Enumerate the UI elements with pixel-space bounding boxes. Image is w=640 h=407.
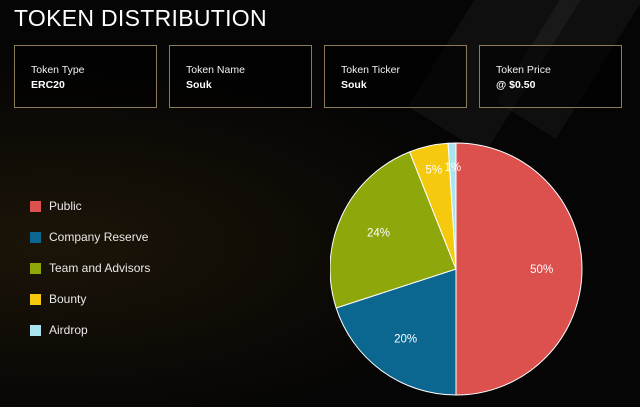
legend-label: Company Reserve xyxy=(49,230,149,244)
token-name-label: Token Name xyxy=(186,64,245,76)
legend-label: Team and Advisors xyxy=(49,261,151,275)
token-name-value: Souk xyxy=(186,79,212,91)
pie-label-team-and-advisors: 24% xyxy=(367,228,390,240)
token-distribution-pie-chart: 50% 20% 24% 5% 1% xyxy=(330,142,583,396)
pie-label-airdrop: 1% xyxy=(444,162,461,174)
token-name-card: Token Name Souk xyxy=(169,45,312,108)
pie-label-company-reserve: 20% xyxy=(394,333,417,345)
token-price-card: Token Price @ $0.50 xyxy=(479,45,622,108)
token-price-value: @ $0.50 xyxy=(496,79,536,91)
pie-slice-team-and-advisors xyxy=(330,151,457,309)
legend-swatch xyxy=(30,325,41,336)
token-ticker-label: Token Ticker xyxy=(341,64,400,76)
pie-label-public: 50% xyxy=(530,264,553,276)
legend-swatch xyxy=(30,294,41,305)
legend-label: Bounty xyxy=(49,292,87,306)
legend-label: Airdrop xyxy=(49,323,88,337)
token-ticker-card: Token Ticker Souk xyxy=(324,45,467,108)
page-title: TOKEN DISTRIBUTION xyxy=(14,5,267,31)
pie-slice-public xyxy=(455,142,583,396)
token-type-card: Token Type ERC20 xyxy=(14,45,157,108)
token-type-value: ERC20 xyxy=(31,79,65,91)
pie-slice-airdrop xyxy=(447,142,457,270)
token-ticker-value: Souk xyxy=(341,79,367,91)
token-info-cards: Token Type ERC20 Token Name Souk Token T… xyxy=(14,45,626,110)
legend-label: Public xyxy=(49,199,82,213)
legend-swatch xyxy=(30,232,41,243)
token-price-label: Token Price xyxy=(496,64,551,76)
pie-slice-company-reserve xyxy=(335,268,457,396)
legend-swatch xyxy=(30,201,41,212)
legend-swatch xyxy=(30,263,41,274)
token-type-label: Token Type xyxy=(31,64,85,76)
pie-label-bounty: 5% xyxy=(425,164,442,176)
